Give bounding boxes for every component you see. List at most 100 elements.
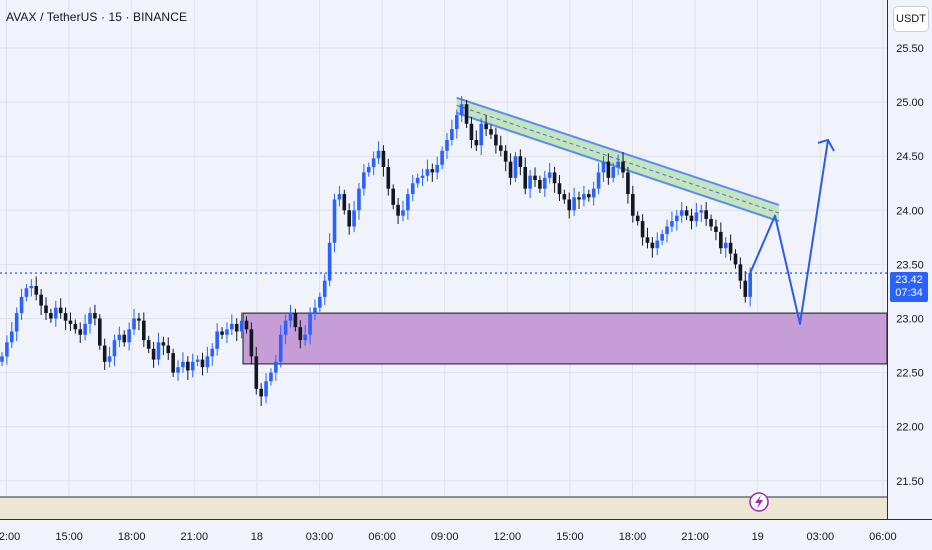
candle-body (611, 167, 616, 178)
candle-body (278, 334, 283, 362)
bar-countdown: 07:34 (895, 287, 923, 299)
candle-body (567, 199, 572, 211)
candle-body (205, 356, 210, 368)
candle-body (635, 215, 640, 222)
candle-body (298, 327, 303, 341)
candle-body (542, 177, 547, 189)
bottom-indicator-strip (0, 497, 887, 519)
candle-body (621, 161, 625, 173)
candle-body (49, 313, 53, 319)
candle-body (489, 129, 493, 135)
candle-body (587, 194, 591, 198)
candle-body (357, 188, 361, 211)
candle-body (381, 150, 386, 168)
candle-body (122, 334, 127, 343)
candle-body (190, 361, 195, 371)
currency-badge[interactable]: USDT (893, 6, 929, 32)
candle-body (225, 329, 229, 335)
candle-body (186, 361, 190, 371)
candle-body (484, 123, 488, 130)
candle-body (366, 167, 371, 173)
candle-body (53, 307, 58, 319)
candle-body (420, 175, 425, 178)
symbol-title[interactable]: AVAX / TetherUS · 15 · BINANCE (6, 10, 188, 24)
candle-body (719, 231, 723, 249)
time-scale[interactable]: 12:00 15:00 18:00 21:00 18 03:00 06:00 09:00 12:… (0, 531, 897, 543)
candle-body (73, 323, 78, 330)
price-tick-label: 23.50 (896, 259, 924, 271)
candle-body (533, 175, 537, 181)
candle-body (469, 123, 474, 140)
price-scale[interactable]: 25.50 25.00 24.50 24.00 23.50 23.00 22.50 22.00… (896, 43, 924, 488)
candle-body (626, 172, 630, 195)
candle-body (102, 345, 107, 362)
candle-body (538, 180, 542, 189)
demand-zone[interactable] (242, 312, 888, 365)
candle-body (650, 242, 655, 249)
candle-body (616, 161, 620, 168)
time-tick-label: 21:00 (681, 531, 709, 543)
candle-body (601, 161, 606, 173)
price-tick-label: 22.50 (896, 368, 924, 380)
candle-body (552, 172, 557, 184)
candle-body (244, 320, 249, 330)
candle-body (606, 161, 611, 178)
grid-lines (0, 0, 887, 496)
candle-body (494, 134, 498, 146)
candle-body (675, 215, 679, 222)
lightning-icon[interactable] (749, 492, 769, 512)
price-tick-label: 23.00 (896, 314, 924, 326)
projection-path[interactable] (749, 139, 829, 325)
candle-body (557, 183, 562, 195)
candle-body (401, 210, 405, 216)
candle-body (239, 320, 244, 332)
price-tick-label: 24.00 (896, 205, 924, 217)
candle-body (293, 313, 298, 328)
candle-body (547, 172, 552, 178)
candle-body (215, 331, 219, 349)
candle-body (24, 288, 29, 297)
candle-body (728, 242, 733, 254)
candle-body (181, 361, 185, 368)
candle-body (318, 296, 322, 308)
price-tick-label: 24.50 (896, 151, 924, 163)
candle-body (146, 340, 151, 349)
candle-body (63, 313, 68, 321)
candle-body (518, 156, 523, 168)
candle-body (308, 313, 312, 335)
candle-body (415, 177, 420, 184)
candle-body (679, 210, 684, 216)
candle-body (142, 320, 146, 341)
candle-body (19, 296, 24, 314)
candle-body (332, 199, 337, 243)
candle-body (264, 381, 268, 397)
candle-body (166, 345, 171, 354)
candle-body (591, 188, 596, 198)
channel-upper-line[interactable] (456, 96, 780, 206)
last-price-badge: 23.42 07:34 (890, 272, 928, 302)
candle-body (694, 212, 699, 222)
candle-body (151, 348, 156, 360)
candle-body (479, 123, 484, 146)
candle-body (410, 183, 415, 195)
candle-body (29, 286, 34, 289)
candle-body (195, 359, 200, 362)
price-tick-label: 22.00 (896, 422, 924, 434)
candle-body (503, 150, 508, 162)
candle-body (230, 323, 234, 330)
candle-body (337, 194, 342, 200)
candle-body (376, 150, 381, 159)
time-tick-label: 19 (752, 531, 764, 543)
candle-body (161, 342, 166, 346)
candle-body (445, 139, 449, 151)
projection-arrowhead (817, 138, 835, 152)
candle-body (699, 210, 704, 213)
candle-body (738, 264, 743, 281)
candle-body (748, 273, 752, 297)
candle-body (14, 313, 19, 332)
candle-body (464, 104, 469, 124)
candle-body (9, 331, 14, 343)
candle-body (704, 210, 708, 219)
time-tick-label: 18 (251, 531, 263, 543)
